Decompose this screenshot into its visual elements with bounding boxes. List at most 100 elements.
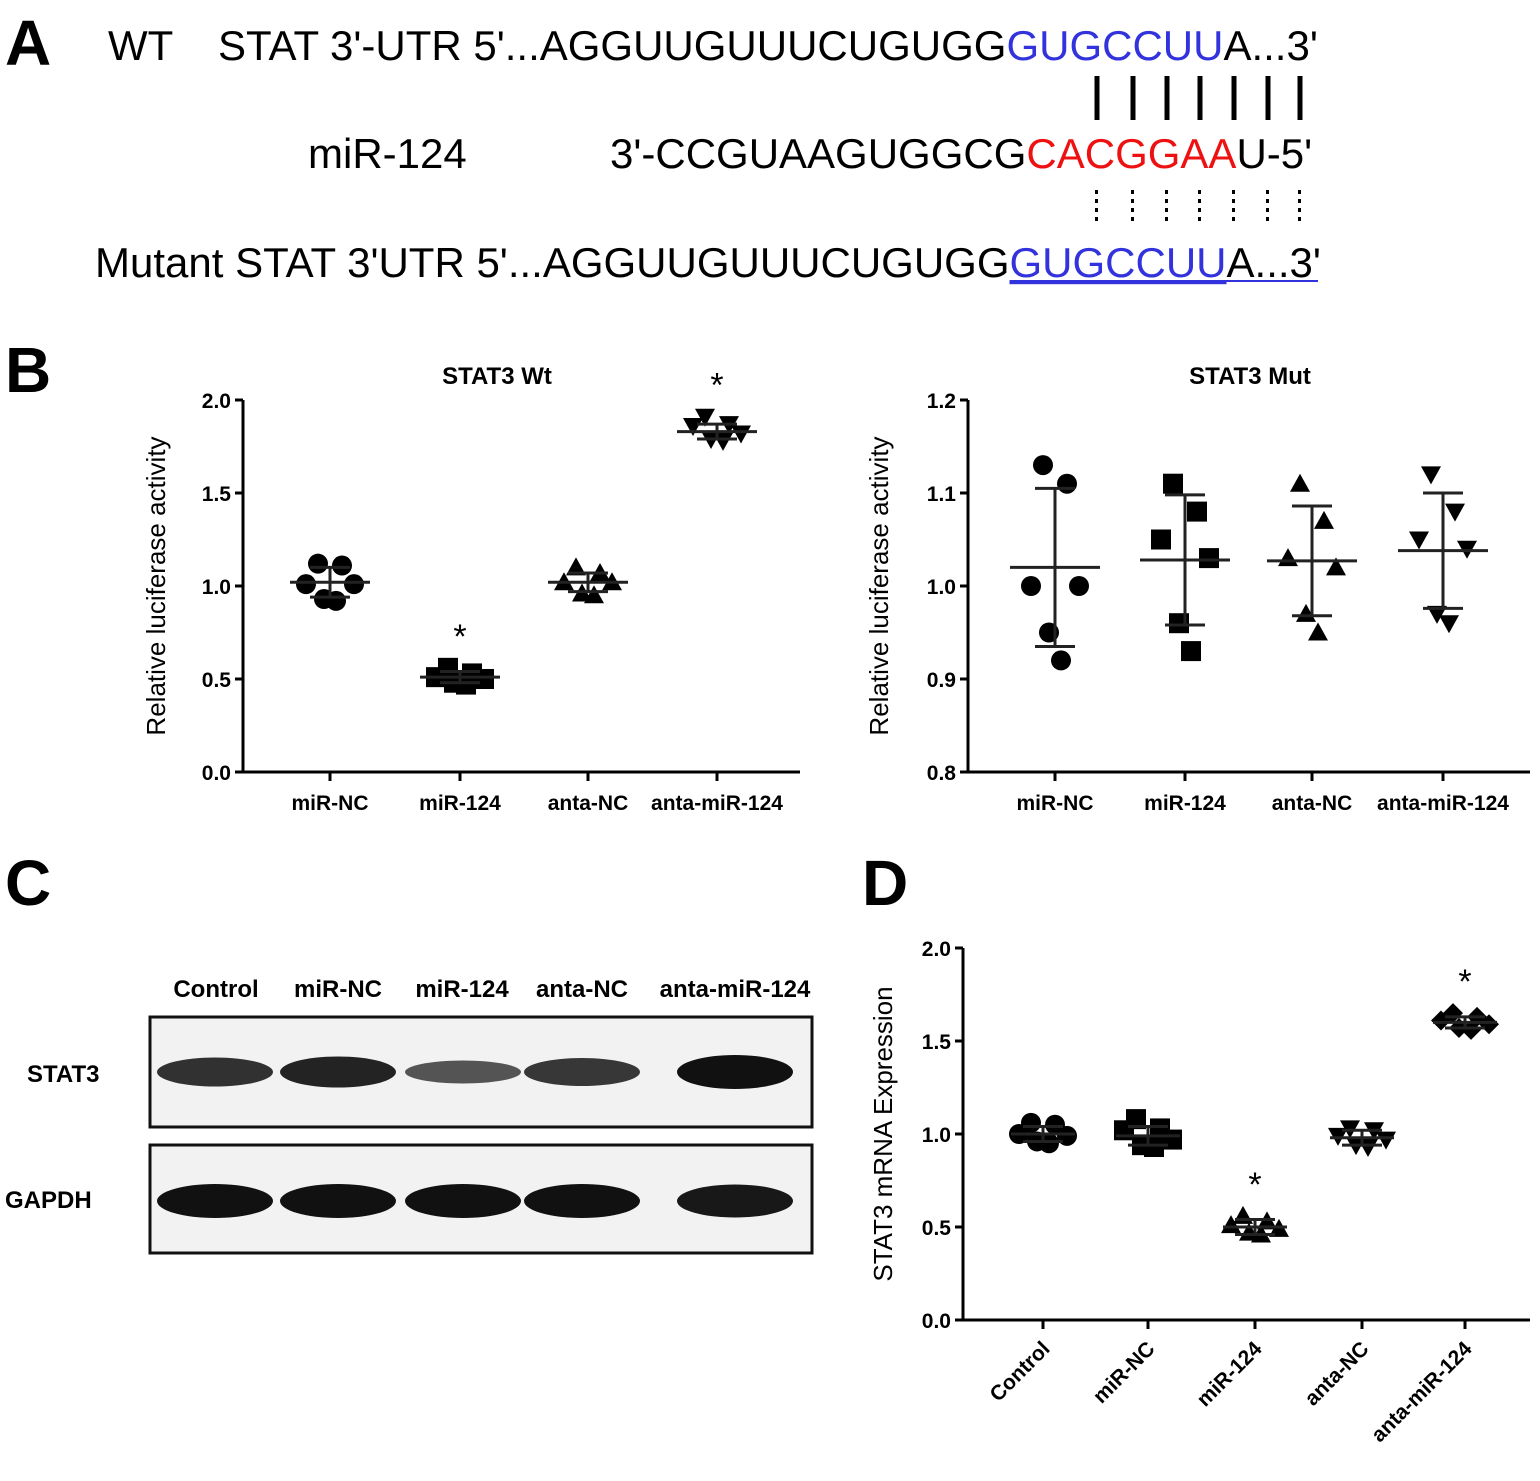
- mismatch-dot: [1198, 217, 1201, 221]
- mismatch-dot: [1198, 208, 1201, 212]
- data-point-triangle-down: [1409, 531, 1429, 550]
- data-point-circle: [1057, 473, 1077, 494]
- mismatch-dot: [1095, 190, 1098, 194]
- western-blot: Control miR-NC miR-124 anta-NC anta-miR-124 S…: [5, 976, 814, 1255]
- mismatch-dot: [1131, 199, 1134, 203]
- data-point-triangle-down: [1439, 615, 1459, 634]
- mismatch-dot: [1131, 190, 1134, 194]
- mismatch-dot: [1298, 208, 1301, 212]
- x-tick-label: anta-NC: [1300, 1337, 1373, 1410]
- significance-star: *: [1458, 963, 1471, 1001]
- x-tick-label: anta-miR-124: [1377, 792, 1509, 815]
- x-tick-label: miR-124: [1144, 792, 1226, 815]
- blot-row-label: STAT3: [27, 1061, 99, 1088]
- data-point-triangle: [584, 585, 604, 604]
- y-tick-label: 2.0: [922, 938, 951, 961]
- mismatch-dot: [1266, 208, 1269, 212]
- mir-seed: CACGGAA: [1026, 130, 1236, 177]
- protein-band: [280, 1184, 396, 1218]
- mismatch-dot: [1165, 217, 1168, 221]
- mut-seed: GUGCCUU: [1010, 239, 1227, 286]
- data-point-diamond: [1461, 1019, 1481, 1040]
- y-tick-label: 1.5: [202, 483, 232, 506]
- data-point-triangle: [1278, 548, 1298, 567]
- data-point-triangle: [1221, 1215, 1241, 1234]
- protein-band: [677, 1055, 793, 1089]
- panel-b-label: B: [5, 334, 51, 406]
- y-tick-label: 1.0: [202, 576, 231, 599]
- y-axis-label: Relative luciferase activity: [141, 436, 171, 735]
- data-point-triangle: [1239, 1222, 1259, 1241]
- mismatch-dot: [1095, 199, 1098, 203]
- mismatch-dot: [1165, 190, 1168, 194]
- mismatch-dot: [1131, 217, 1134, 221]
- y-tick-label: 0.9: [927, 669, 956, 692]
- data-point-triangle-down: [1445, 503, 1465, 522]
- wt-label: WT: [108, 22, 173, 69]
- chart-stat3-mut: STAT3 Mut Relative luciferase activity 0.8…: [864, 363, 1530, 815]
- y-tick-label: 0.8: [927, 762, 957, 785]
- protein-band: [280, 1056, 396, 1088]
- mismatch-dot: [1232, 208, 1235, 212]
- y-axis-label: Relative luciferase activity: [864, 436, 894, 735]
- mismatch-dot: [1232, 217, 1235, 221]
- chart-title: STAT3 Wt: [442, 363, 552, 390]
- data-point-circle: [308, 553, 328, 574]
- y-axis-label: STAT3 mRNA Expression: [868, 986, 898, 1281]
- mir-label: miR-124: [308, 130, 467, 177]
- data-point-triangle-down: [731, 425, 751, 444]
- panel-c-label: C: [5, 847, 51, 919]
- significance-star: *: [710, 367, 723, 405]
- data-point-triangle: [1290, 473, 1310, 492]
- y-tick-label: 0.0: [922, 1310, 951, 1333]
- panel-a-label: A: [5, 7, 51, 79]
- significance-star: *: [453, 618, 466, 656]
- mismatch-dot: [1095, 217, 1098, 221]
- y-tick-label: 0.0: [202, 762, 231, 785]
- wt-prefix: STAT 3'-UTR 5'...AGGUUGUUUCUGUGG: [218, 22, 1006, 69]
- lane-label: miR-124: [415, 976, 509, 1003]
- data-point-square: [1187, 501, 1207, 522]
- protein-band: [524, 1184, 640, 1218]
- protein-band: [524, 1058, 640, 1086]
- pairing-bars: [1094, 76, 1303, 120]
- x-tick-label: anta-miR-124: [651, 792, 783, 815]
- mismatch-dot: [1232, 190, 1235, 194]
- data-point-triangle-down: [1376, 1131, 1396, 1150]
- lane-label: anta-miR-124: [660, 976, 811, 1003]
- lane-label: Control: [173, 976, 258, 1003]
- data-point-triangle: [1314, 510, 1334, 529]
- wt-seed: GUGCCUU: [1006, 22, 1223, 69]
- data-point-triangle-down: [1427, 605, 1447, 624]
- mismatch-dot: [1298, 217, 1301, 221]
- data-point-triangle: [1233, 1205, 1253, 1224]
- data-point-square: [1181, 641, 1201, 662]
- y-tick-label: 1.2: [927, 390, 956, 413]
- x-tick-label: anta-NC: [548, 792, 629, 815]
- data-point-triangle: [1326, 557, 1346, 576]
- mismatch-dot: [1095, 208, 1098, 212]
- x-tick-label: Control: [985, 1337, 1054, 1406]
- y-tick-label: 1.5: [922, 1031, 952, 1054]
- wt-sequence: STAT 3'-UTR 5'...AGGUUGUUUCUGUGGGUGCCUUA…: [218, 22, 1318, 69]
- mismatch-dot: [1298, 190, 1301, 194]
- protein-band: [405, 1184, 521, 1218]
- mismatch-dot: [1266, 199, 1269, 203]
- data-point-circle: [1051, 650, 1071, 671]
- x-tick-label: miR-NC: [1089, 1337, 1160, 1408]
- mismatch-dot: [1165, 199, 1168, 203]
- protein-band: [405, 1060, 521, 1084]
- y-tick-label: 1.0: [927, 576, 956, 599]
- chart-stat3-mrna: STAT3 mRNA Expression 0.0 0.5 1.0 1.5 2.0 Cont…: [868, 938, 1530, 1447]
- x-tick-label: anta-NC: [1272, 792, 1353, 815]
- lane-label: anta-NC: [536, 976, 628, 1003]
- mismatch-dot: [1266, 217, 1269, 221]
- data-point-triangle: [1308, 622, 1328, 641]
- data-point-circle: [344, 574, 364, 595]
- data-point-circle: [332, 555, 352, 576]
- protein-band: [157, 1184, 273, 1218]
- protein-band: [677, 1184, 793, 1218]
- protein-band: [157, 1057, 273, 1087]
- x-tick-label: miR-124: [419, 792, 501, 815]
